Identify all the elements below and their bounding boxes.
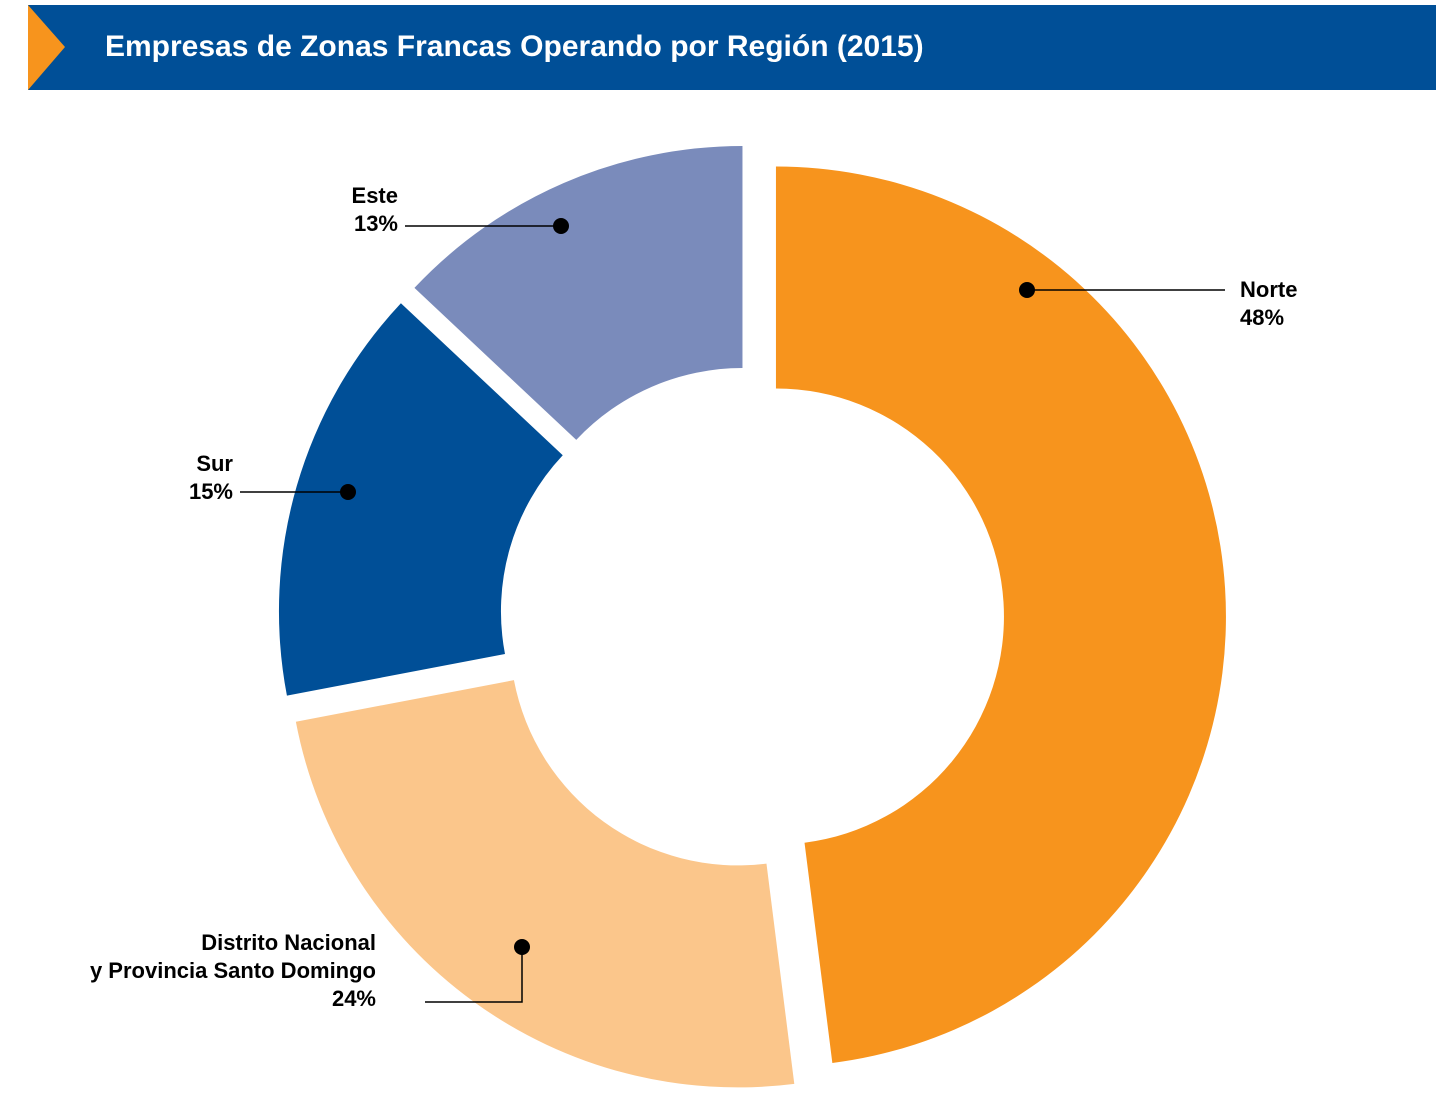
slice-label: Sur xyxy=(196,451,233,476)
header-marker xyxy=(28,5,65,90)
slice-label: Norte xyxy=(1240,277,1297,302)
slice-label: Este xyxy=(352,183,398,208)
leader-dot xyxy=(340,484,356,500)
donut-slice xyxy=(295,680,795,1088)
donut-slice xyxy=(414,145,743,440)
chart-title: Empresas de Zonas Francas Operando por R… xyxy=(105,30,924,63)
donut-slice xyxy=(775,166,1226,1063)
slice-value-label: 15% xyxy=(189,479,233,504)
leader-dot xyxy=(514,939,530,955)
donut-slice xyxy=(278,303,563,696)
header-bar xyxy=(28,5,1436,90)
leader-dot xyxy=(553,218,569,234)
leader-line xyxy=(425,947,523,1003)
leader-dot xyxy=(1019,282,1035,298)
slice-value-label: 13% xyxy=(354,211,398,236)
slice-value-label: 48% xyxy=(1240,305,1284,330)
slice-label: Distrito Nacional y Provincia Santo Domin… xyxy=(90,930,376,983)
slice-value-label: 24% xyxy=(332,986,376,1011)
